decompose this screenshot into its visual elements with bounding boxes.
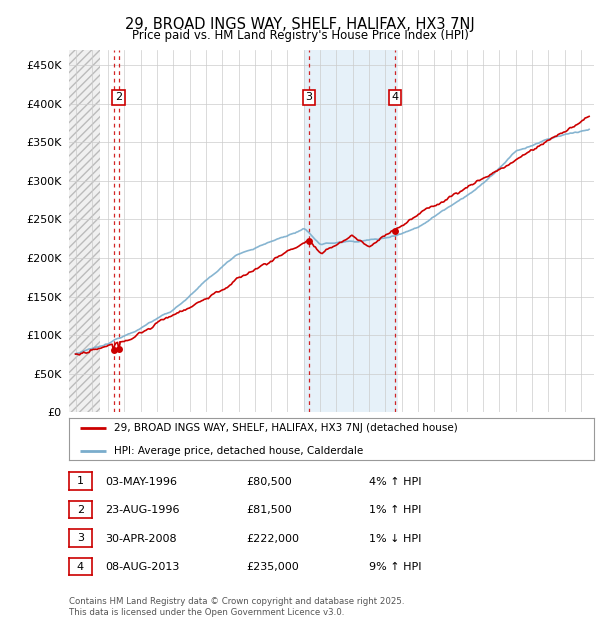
- Text: 03-MAY-1996: 03-MAY-1996: [105, 477, 177, 487]
- Text: 29, BROAD INGS WAY, SHELF, HALIFAX, HX3 7NJ (detached house): 29, BROAD INGS WAY, SHELF, HALIFAX, HX3 …: [113, 423, 457, 433]
- Text: 3: 3: [305, 92, 313, 102]
- Text: 1% ↑ HPI: 1% ↑ HPI: [369, 505, 421, 515]
- Text: Price paid vs. HM Land Registry's House Price Index (HPI): Price paid vs. HM Land Registry's House …: [131, 29, 469, 42]
- Bar: [304, 50, 398, 412]
- Text: £222,000: £222,000: [246, 534, 299, 544]
- Text: HPI: Average price, detached house, Calderdale: HPI: Average price, detached house, Cald…: [113, 446, 363, 456]
- Text: 1: 1: [77, 476, 84, 486]
- Text: Contains HM Land Registry data © Crown copyright and database right 2025.
This d: Contains HM Land Registry data © Crown c…: [69, 598, 404, 617]
- Bar: [69, 50, 100, 412]
- Text: 08-AUG-2013: 08-AUG-2013: [105, 562, 179, 572]
- Text: 4: 4: [77, 562, 84, 572]
- Text: 1% ↓ HPI: 1% ↓ HPI: [369, 534, 421, 544]
- Text: 4% ↑ HPI: 4% ↑ HPI: [369, 477, 421, 487]
- Text: £81,500: £81,500: [246, 505, 292, 515]
- Text: £235,000: £235,000: [246, 562, 299, 572]
- Text: 4: 4: [392, 92, 398, 102]
- Text: £80,500: £80,500: [246, 477, 292, 487]
- Text: 30-APR-2008: 30-APR-2008: [105, 534, 176, 544]
- Text: 23-AUG-1996: 23-AUG-1996: [105, 505, 179, 515]
- Text: 2: 2: [77, 505, 84, 515]
- Text: 9% ↑ HPI: 9% ↑ HPI: [369, 562, 421, 572]
- Text: 2: 2: [115, 92, 122, 102]
- Text: 3: 3: [77, 533, 84, 543]
- Text: 29, BROAD INGS WAY, SHELF, HALIFAX, HX3 7NJ: 29, BROAD INGS WAY, SHELF, HALIFAX, HX3 …: [125, 17, 475, 32]
